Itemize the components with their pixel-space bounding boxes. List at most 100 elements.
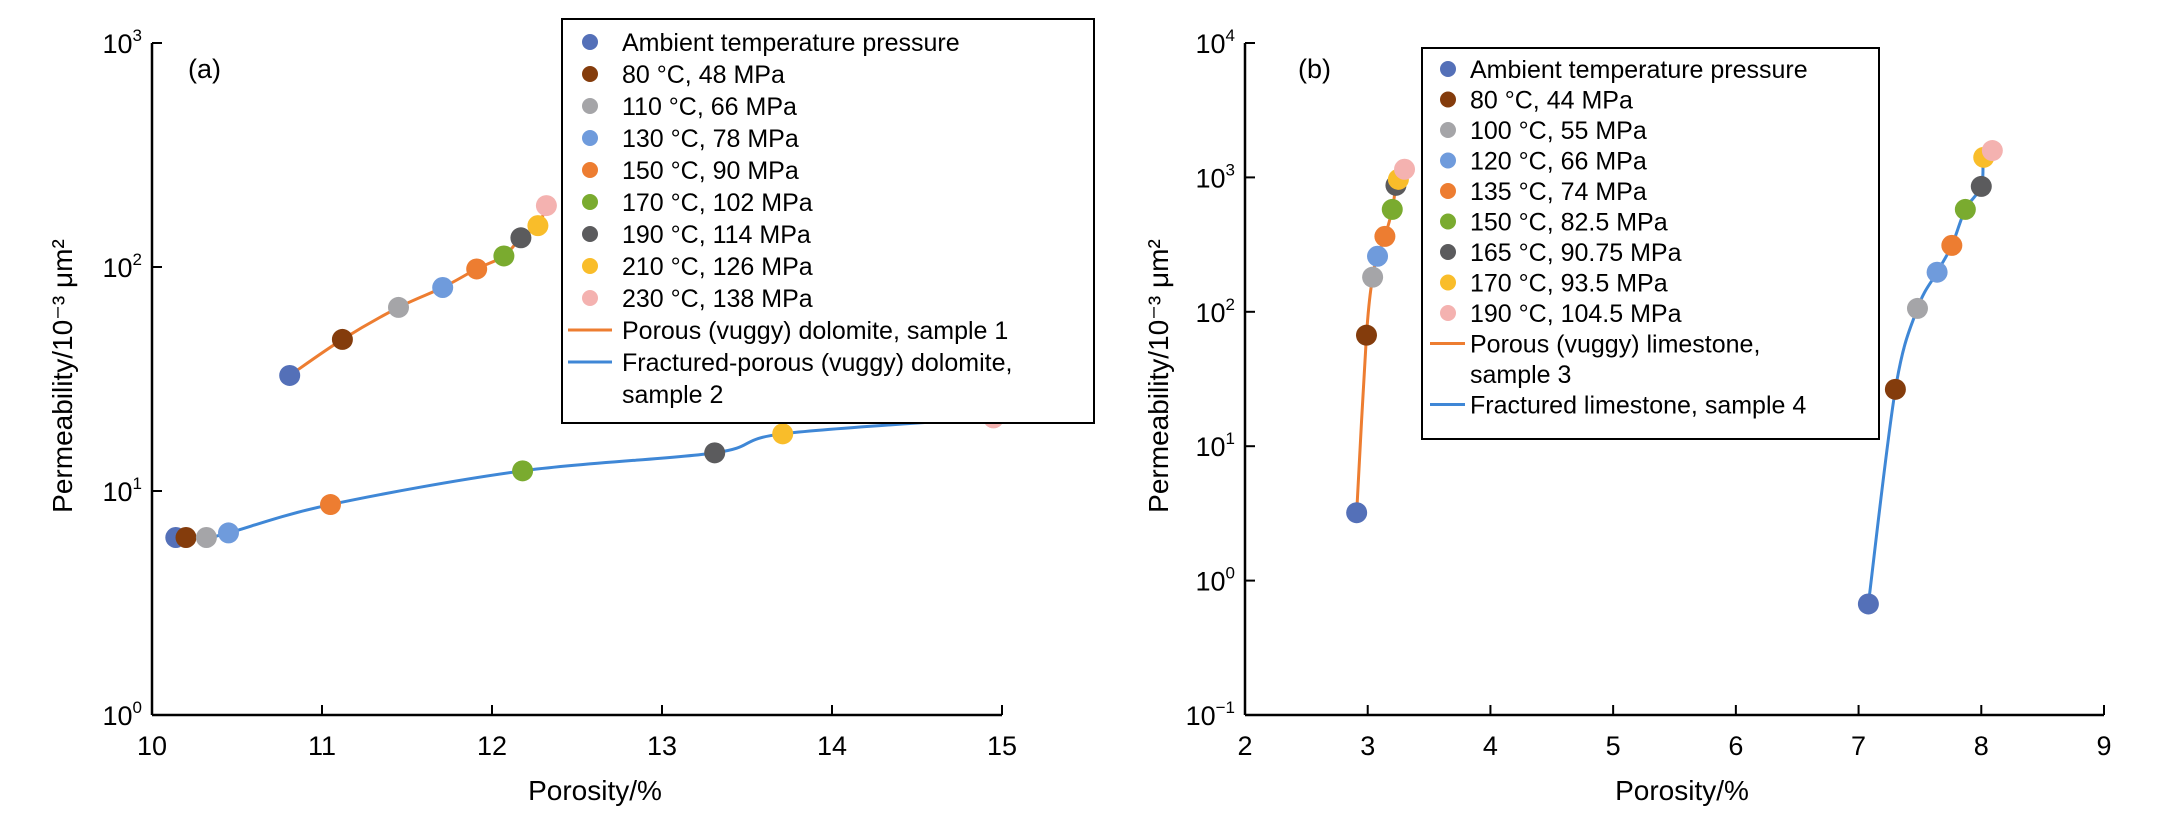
legend-label: Porous (vuggy) limestone, bbox=[1470, 331, 1760, 359]
data-point bbox=[493, 245, 515, 267]
legend-marker bbox=[582, 130, 598, 146]
legend-marker bbox=[1440, 122, 1456, 138]
legend-box bbox=[561, 18, 1095, 424]
data-point bbox=[1394, 158, 1416, 180]
data-point bbox=[704, 442, 726, 464]
y-tick-label: 104 bbox=[1195, 26, 1235, 59]
x-tick-label: 6 bbox=[1728, 731, 1743, 761]
legend-label: 190 °C, 114 MPa bbox=[622, 221, 811, 249]
x-tick-label: 9 bbox=[2096, 731, 2111, 761]
data-point bbox=[388, 296, 409, 318]
data-point bbox=[512, 460, 534, 482]
legend-marker bbox=[582, 34, 598, 50]
legend-label: 100 °C, 55 MPa bbox=[1470, 117, 1647, 145]
panel-a-y-axis-title: Permeability/10⁻³ μm² bbox=[47, 239, 78, 513]
legend-label: 80 °C, 44 MPa bbox=[1470, 87, 1633, 115]
x-tick-label: 3 bbox=[1360, 731, 1375, 761]
legend-marker bbox=[582, 258, 598, 274]
data-point bbox=[175, 527, 197, 549]
legend-marker bbox=[1440, 213, 1456, 230]
y-tick-label: 103 bbox=[1195, 160, 1235, 193]
panel-b-y-axis-title: Permeability/10⁻³ μm² bbox=[1143, 239, 1174, 513]
legend-label: Ambient temperature pressure bbox=[622, 29, 960, 57]
legend-marker bbox=[1440, 183, 1456, 199]
legend-label: Fractured-porous (vuggy) dolomite, bbox=[622, 349, 1012, 377]
legend-label: 150 °C, 90 MPa bbox=[622, 157, 799, 185]
y-tick-label: 101 bbox=[1195, 429, 1235, 462]
legend-marker bbox=[1440, 61, 1456, 77]
legend-label: 165 °C, 90.75 MPa bbox=[1470, 239, 1682, 267]
x-tick-label: 2 bbox=[1237, 731, 1252, 761]
legend-marker bbox=[582, 162, 598, 178]
series-line-2 bbox=[175, 416, 994, 540]
legend-marker bbox=[582, 66, 598, 82]
legend-label: 135 °C, 74 MPa bbox=[1470, 178, 1647, 206]
x-tick-label: 15 bbox=[987, 731, 1017, 761]
legend-label: 190 °C, 104.5 MPa bbox=[1470, 300, 1682, 328]
legend-label: 130 °C, 78 MPa bbox=[622, 125, 799, 153]
panel-b-label: (b) bbox=[1298, 54, 1331, 84]
data-point bbox=[432, 276, 454, 298]
legend-label: Fractured limestone, sample 4 bbox=[1470, 392, 1806, 420]
x-tick-label: 13 bbox=[647, 731, 677, 761]
legend-label: 80 °C, 48 MPa bbox=[622, 61, 785, 89]
x-tick-label: 7 bbox=[1851, 731, 1866, 761]
data-point bbox=[1367, 245, 1389, 267]
legend-marker bbox=[582, 226, 598, 242]
data-point bbox=[535, 195, 557, 217]
legend-label: sample 2 bbox=[622, 381, 723, 409]
data-point bbox=[195, 527, 217, 549]
data-point bbox=[1926, 261, 1948, 283]
legend-label: sample 3 bbox=[1470, 361, 1571, 389]
x-tick-label: 5 bbox=[1606, 731, 1621, 761]
panel-a-label: (a) bbox=[188, 54, 221, 84]
legend-label: Porous (vuggy) dolomite, sample 1 bbox=[622, 317, 1008, 345]
data-point bbox=[320, 494, 341, 516]
legend-marker bbox=[1440, 152, 1456, 169]
y-tick-label: 103 bbox=[102, 26, 142, 59]
data-point bbox=[218, 522, 239, 544]
legend-marker bbox=[1440, 244, 1456, 260]
legend-label: 230 °C, 138 MPa bbox=[622, 285, 813, 313]
data-point bbox=[331, 328, 353, 350]
data-point bbox=[466, 258, 488, 280]
data-point bbox=[1355, 324, 1377, 346]
y-tick-label: 101 bbox=[102, 474, 142, 507]
data-point bbox=[1374, 225, 1396, 247]
data-point bbox=[279, 364, 301, 386]
x-tick-label: 4 bbox=[1483, 731, 1498, 761]
series-line-1 bbox=[288, 205, 548, 377]
legend-marker bbox=[1440, 305, 1456, 321]
y-tick-label: 100 bbox=[102, 698, 142, 731]
legend-label: 110 °C, 66 MPa bbox=[622, 93, 797, 121]
legend-marker bbox=[582, 98, 598, 114]
legend-label: Ambient temperature pressure bbox=[1470, 56, 1808, 84]
legend-label: 210 °C, 126 MPa bbox=[622, 253, 813, 281]
y-tick-label: 10−1 bbox=[1186, 698, 1235, 731]
x-tick-label: 12 bbox=[477, 731, 507, 761]
data-point bbox=[1970, 175, 1992, 197]
panel-b: 2 3 4 5 6 7 8 9 10−1 100 101 102 103 104 (b) Porosity… bbox=[1143, 26, 2112, 806]
legend-label: 120 °C, 66 MPa bbox=[1470, 148, 1647, 176]
data-point bbox=[1906, 297, 1928, 319]
x-tick-label: 8 bbox=[1974, 731, 1989, 761]
legend-marker bbox=[582, 290, 598, 306]
legend-marker bbox=[1440, 91, 1456, 108]
panel-a-legend: Ambient temperature pressure 80 °C, 48 MP… bbox=[561, 18, 1095, 424]
legend-marker bbox=[582, 194, 598, 210]
data-point bbox=[1381, 198, 1403, 220]
data-point bbox=[510, 227, 532, 249]
legend-label: 150 °C, 82.5 MPa bbox=[1470, 209, 1668, 237]
panel-b-x-axis-title: Porosity/% bbox=[1615, 775, 1749, 806]
data-point bbox=[1954, 198, 1976, 220]
x-tick-label: 10 bbox=[137, 731, 167, 761]
data-point bbox=[1346, 502, 1368, 524]
data-point bbox=[1981, 140, 2003, 162]
data-point bbox=[1884, 378, 1906, 400]
data-point bbox=[527, 215, 549, 237]
x-tick-label: 14 bbox=[817, 731, 847, 761]
legend-label: 170 °C, 93.5 MPa bbox=[1470, 270, 1668, 298]
data-point bbox=[1857, 593, 1879, 615]
